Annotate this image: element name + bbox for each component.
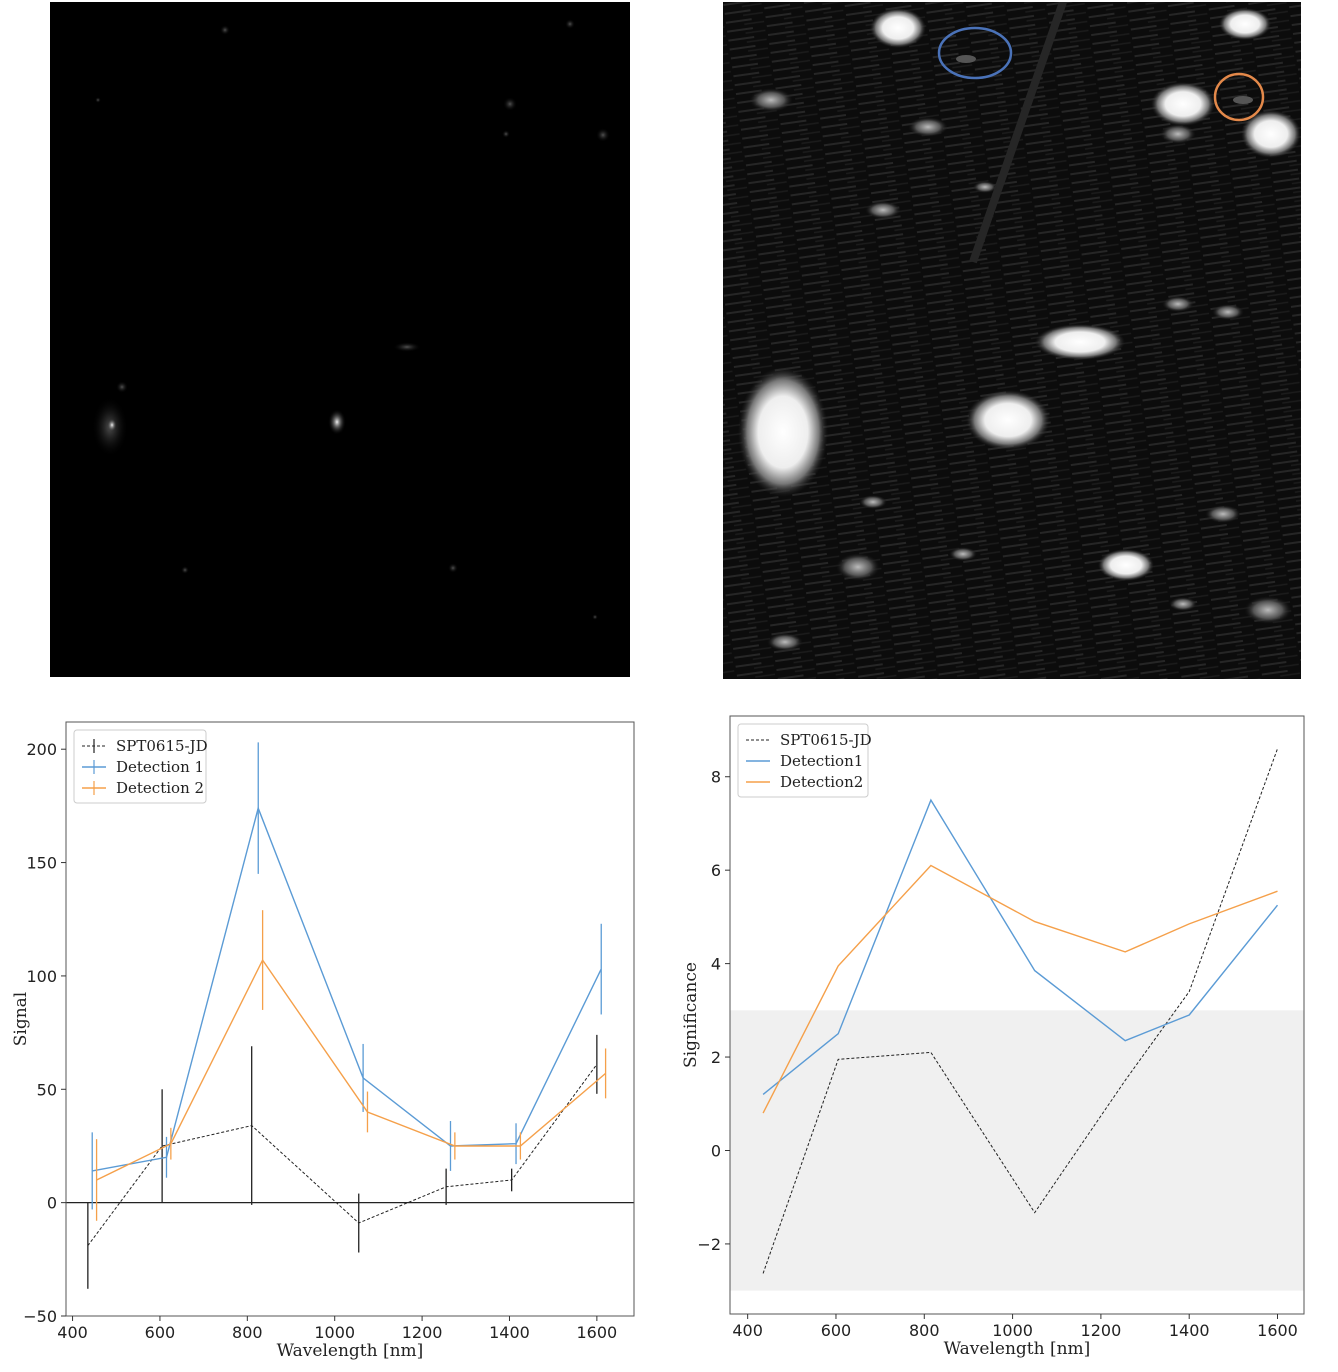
legend-label: Detection 2 xyxy=(116,779,204,797)
legend-label: SPT0615-JD xyxy=(116,737,208,755)
galaxy xyxy=(1244,596,1292,624)
x-tick-label: 800 xyxy=(232,1323,263,1342)
galaxy xyxy=(448,563,458,573)
detection-2-circle xyxy=(1213,72,1265,122)
y-tick-label: 6 xyxy=(711,861,721,880)
signal-chart: 400 600 800 1000 1200 1400 1600 −50 0 50 100 150 200… xyxy=(0,700,660,1368)
diffraction-streak xyxy=(969,0,1067,264)
galaxy xyxy=(503,97,517,111)
galaxy xyxy=(973,181,997,193)
series-detection1-line xyxy=(762,798,1279,1095)
y-tick-label: 2 xyxy=(711,1048,721,1067)
legend-label: Detection 1 xyxy=(116,758,204,776)
x-tick-label: 1200 xyxy=(1081,1321,1122,1340)
y-tick-label: 200 xyxy=(26,740,57,759)
x-axis-label: Wavelength [nm] xyxy=(277,1341,424,1361)
y-tick-label: 0 xyxy=(711,1141,721,1160)
galaxy xyxy=(1212,304,1244,320)
astro-image-right-svg xyxy=(723,0,1301,679)
series-detection-2-line xyxy=(96,958,607,1181)
x-tick-label: 1000 xyxy=(992,1321,1033,1340)
galaxy xyxy=(220,25,230,35)
x-tick-label: 400 xyxy=(57,1323,88,1342)
galaxy xyxy=(749,88,793,112)
galaxy xyxy=(1035,324,1125,360)
series-detection2-line xyxy=(762,864,1278,1114)
galaxy xyxy=(1205,505,1241,523)
galaxy xyxy=(1160,124,1196,144)
galaxy xyxy=(767,633,803,651)
y-axis-label: Significance xyxy=(681,962,701,1068)
x-tick-label: 600 xyxy=(821,1321,852,1340)
galaxy xyxy=(596,128,610,142)
detection-1-circle xyxy=(937,26,1013,80)
legend-label: SPT0615-JD xyxy=(780,731,872,749)
galaxy xyxy=(966,390,1050,450)
x-axis-label: Wavelength [nm] xyxy=(944,1339,1091,1359)
galaxy xyxy=(1162,296,1194,312)
galaxy xyxy=(116,381,128,393)
signal-chart-svg: 400 600 800 1000 1200 1400 1600 −50 0 50 100 150 200… xyxy=(11,721,635,1361)
legend: SPT0615-JD Detection 1 Detection 2 xyxy=(73,729,208,804)
astro-image-left-svg xyxy=(92,19,610,620)
series-spt0615-jd-line xyxy=(762,748,1278,1274)
significance-band xyxy=(730,1010,1304,1291)
galaxy xyxy=(859,495,887,509)
x-tick-label: 1600 xyxy=(577,1323,618,1342)
galaxy xyxy=(1151,82,1215,126)
legend: SPT0615-JD Detection1 Detection2 xyxy=(737,723,872,798)
galaxy xyxy=(949,547,977,561)
x-tick-label: 1600 xyxy=(1257,1321,1298,1340)
galaxy xyxy=(1098,549,1154,581)
x-tick-label: 600 xyxy=(145,1323,176,1342)
significance-chart: 400 600 800 1000 1200 1400 1600 −2 0 2 4 6 8 Waveleng… xyxy=(672,700,1338,1368)
x-tick-label: 1000 xyxy=(314,1323,355,1342)
significance-chart-svg: 400 600 800 1000 1200 1400 1600 −2 0 2 4 6 8 Waveleng… xyxy=(681,715,1305,1359)
galaxy xyxy=(393,342,421,352)
series-detection-1-line xyxy=(92,805,602,1172)
x-tick-label: 1400 xyxy=(1169,1321,1210,1340)
galaxy xyxy=(1219,8,1271,40)
x-tick-label: 800 xyxy=(909,1321,940,1340)
astro-image-left xyxy=(50,2,630,677)
x-tick-label: 1200 xyxy=(402,1323,443,1342)
legend-label: Detection1 xyxy=(780,752,863,770)
y-tick-label: 50 xyxy=(37,1080,57,1099)
axes-frame xyxy=(65,721,635,1317)
galaxy xyxy=(956,55,976,63)
galaxy xyxy=(870,8,926,48)
galaxy xyxy=(565,19,575,29)
galaxy xyxy=(502,130,510,138)
galaxy xyxy=(738,367,828,497)
galaxy xyxy=(865,201,901,219)
galaxy xyxy=(592,614,598,620)
galaxy xyxy=(181,566,189,574)
y-tick-label: −50 xyxy=(23,1307,57,1326)
y-tick-label: 0 xyxy=(47,1194,57,1213)
legend-box xyxy=(737,723,869,798)
galaxy xyxy=(328,409,346,435)
galaxy xyxy=(95,97,101,103)
y-tick-label: −2 xyxy=(697,1235,721,1254)
y-axis-label: Signal xyxy=(11,992,31,1047)
y-tick-label: 4 xyxy=(711,955,721,974)
y-tick-label: 100 xyxy=(26,967,57,986)
galaxy xyxy=(107,418,117,432)
galaxy xyxy=(1233,96,1253,104)
galaxy xyxy=(836,553,880,581)
y-tick-label: 150 xyxy=(26,854,57,873)
legend-box xyxy=(73,729,207,804)
astro-image-right xyxy=(723,0,1301,679)
galaxy xyxy=(908,117,948,137)
galaxy xyxy=(1169,597,1197,611)
y-tick-label: 8 xyxy=(711,768,721,787)
x-tick-label: 1400 xyxy=(489,1323,530,1342)
x-tick-label: 400 xyxy=(732,1321,763,1340)
legend-label: Detection2 xyxy=(780,773,863,791)
galaxy xyxy=(1241,110,1301,158)
axes-frame xyxy=(729,715,1305,1315)
